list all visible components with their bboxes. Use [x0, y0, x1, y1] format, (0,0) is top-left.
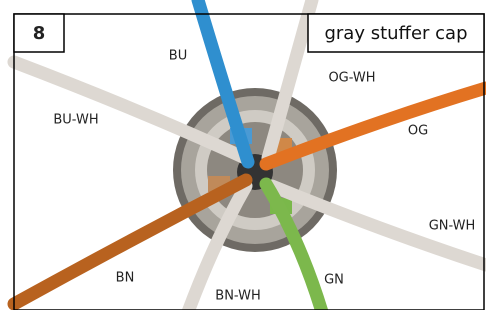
wire-label: BU [169, 49, 187, 64]
wire-label: OG-WH [328, 71, 375, 86]
wire-label: BN [116, 271, 135, 286]
connector [173, 88, 337, 252]
instruction-image: 8 gray stuffer cap BU OG-WH BU-WH OG GN-… [0, 0, 486, 310]
wire-label: GN [324, 273, 344, 288]
wire-label: BU-WH [53, 113, 98, 128]
title: gray stuffer cap [324, 23, 467, 44]
wire-label: OG [408, 124, 428, 139]
wire-label: BN-WH [215, 289, 260, 304]
wire-label: GN-WH [429, 219, 476, 234]
step-number: 8 [33, 23, 46, 44]
